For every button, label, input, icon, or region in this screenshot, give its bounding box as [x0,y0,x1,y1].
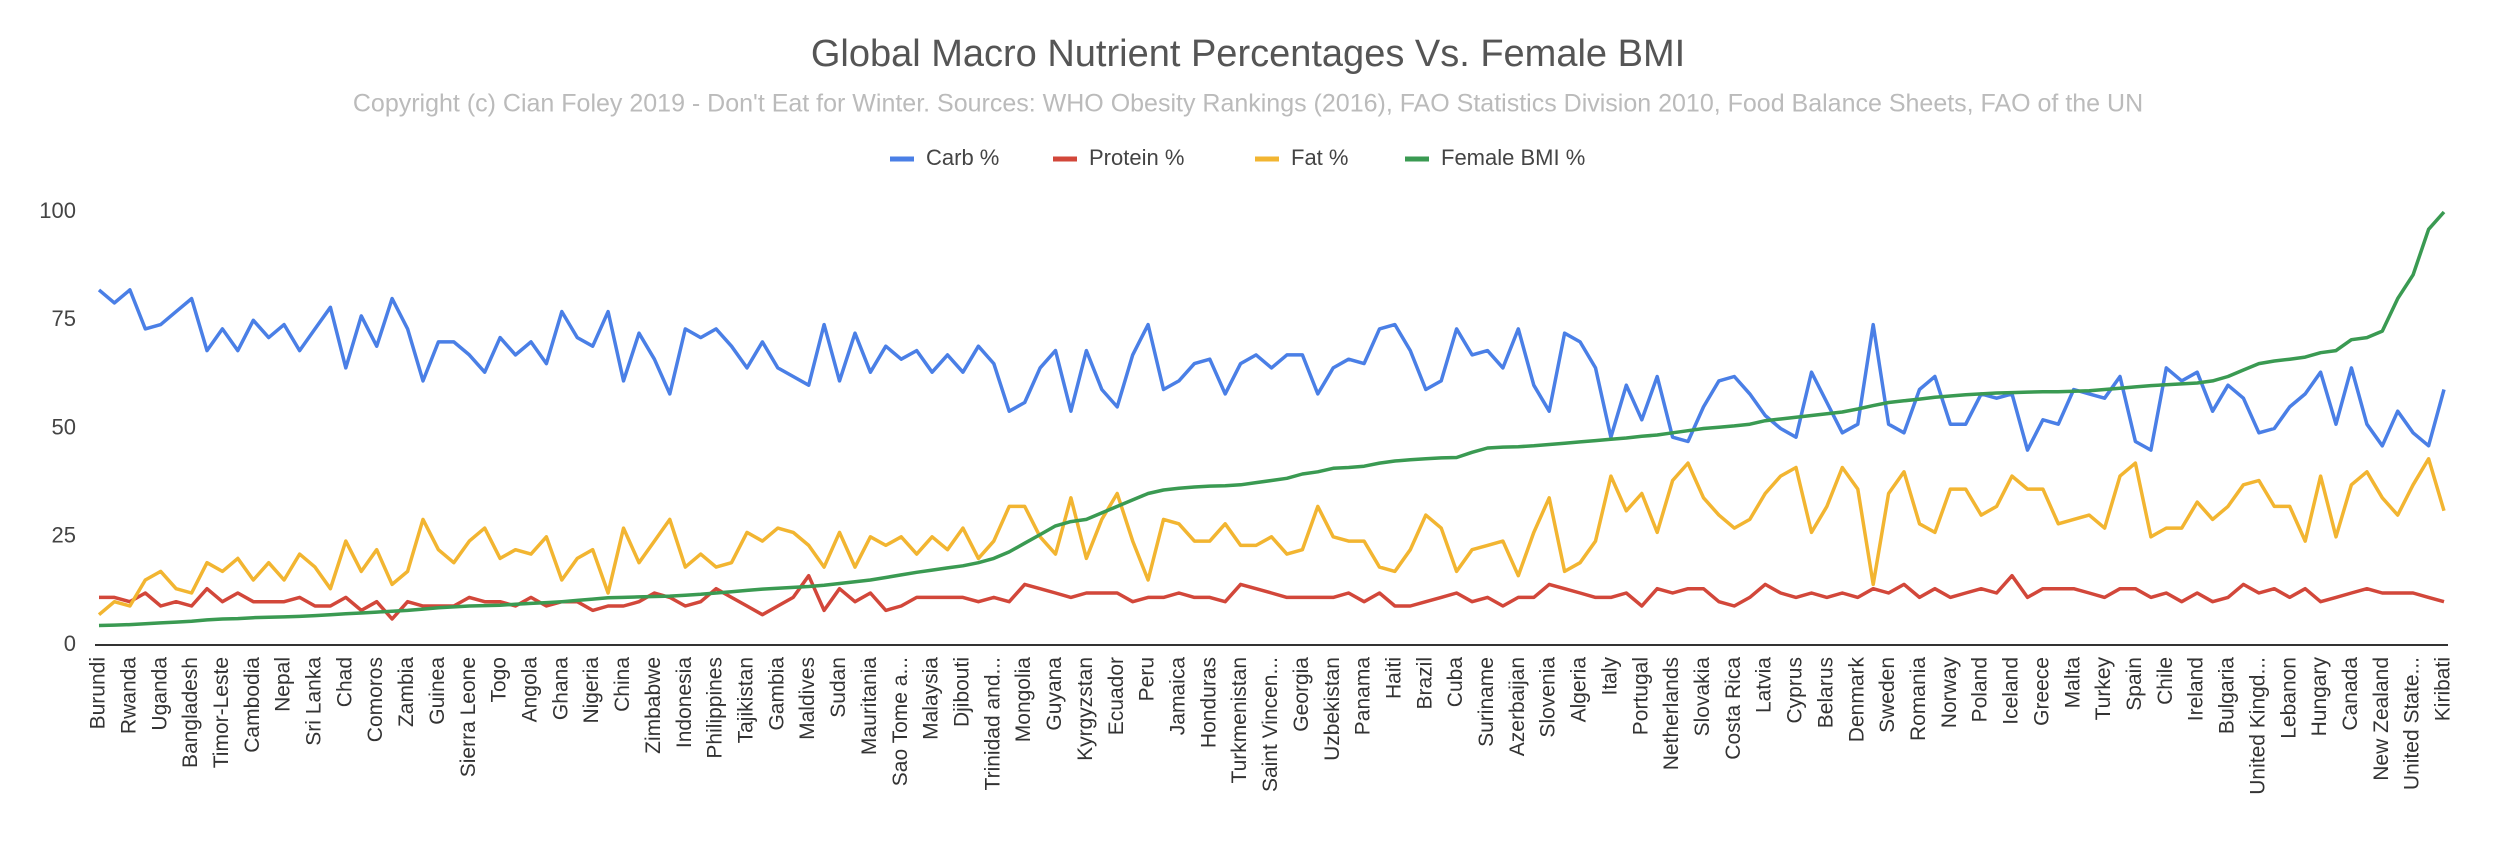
x-tick-label: Rwanda [117,657,140,734]
x-tick-label: China [611,657,634,712]
x-tick-label: Slovakia [1691,657,1714,737]
x-tick-label: Hungary [2308,657,2331,737]
x-tick-label: Chile [2154,657,2177,705]
x-tick-label: Mongolia [1012,657,1035,743]
x-tick-label: Romania [1907,657,1930,741]
x-tick-label: Turkey [2092,657,2115,721]
x-tick-label: Ghana [549,657,572,720]
x-tick-label: Cuba [1444,657,1467,708]
y-tick-label: 0 [64,631,76,656]
x-tick-label: Sudan [827,657,850,718]
x-tick-label: Nigeria [580,657,603,724]
x-tick-label: Philippines [704,657,727,759]
x-tick-label: Portugal [1629,657,1652,735]
x-tick-label: Algeria [1568,657,1591,723]
x-tick-label: Trinidad and... [981,657,1004,790]
legend-label: Female BMI % [1441,145,1585,170]
x-tick-label: Mauritania [858,657,881,755]
x-tick-label: Turkmenistan [1228,657,1251,783]
chart-subtitle: Copyright (c) Cian Foley 2019 - Don't Ea… [353,90,2143,118]
x-tick-label: Guyana [1043,657,1066,731]
x-tick-label: Panama [1352,657,1375,736]
x-tick-label: Ecuador [1105,657,1128,735]
x-tick-label: Burundi [87,657,110,729]
x-tick-label: Chad [333,657,356,707]
x-tick-label: Belarus [1814,657,1837,728]
x-tick-label: Kiribati [2432,657,2455,721]
x-tick-label: Sierra Leone [457,657,480,777]
x-tick-label: Malaysia [920,657,943,740]
x-tick-label: Uganda [148,657,171,731]
x-tick-label: Georgia [1290,657,1313,732]
x-tick-label: Djibouti [950,657,973,727]
x-tick-label: Spain [2123,657,2146,711]
data-line [98,210,2446,628]
x-tick-label: Canada [2339,657,2362,731]
y-tick-label: 50 [52,414,76,439]
data-line [97,288,2446,452]
x-tick-label: Angola [519,657,542,723]
x-tick-label: Tajikistan [735,657,758,743]
x-tick-label: Zambia [395,657,418,727]
legend-label: Fat % [1291,145,1348,170]
x-tick-label: Nepal [272,657,295,712]
data-line [99,573,2445,621]
x-tick-label: Brazil [1413,657,1436,710]
x-tick-label: Haiti [1382,657,1405,699]
x-tick-label: Malta [2061,657,2084,709]
x-tick-label: Timor-Leste [210,657,233,768]
x-tick-label: Maldives [796,657,819,740]
y-tick-label: 100 [39,198,76,223]
y-tick-label: 75 [52,306,76,331]
x-tick-label: United State... [2401,657,2424,790]
x-tick-label: Uzbekistan [1321,657,1344,761]
x-tick-label: Kyrgyzstan [1074,657,1097,761]
x-tick-label: Ireland [2185,657,2208,721]
x-tick-label: Greece [2030,657,2053,726]
x-tick-label: Saint Vincen... [1259,657,1282,792]
x-tick-label: Suriname [1475,657,1498,747]
x-tick-label: Bangladesh [179,657,202,768]
x-tick-label: Netherlands [1660,657,1683,770]
x-tick-label: Sweden [1876,657,1899,733]
x-tick-label: Indonesia [673,657,696,748]
x-tick-label: Lebanon [2277,657,2300,739]
x-tick-label: Sri Lanka [303,657,326,746]
x-tick-label: Azerbaijan [1506,657,1529,756]
legend-label: Protein % [1089,145,1184,170]
x-tick-label: Latvia [1753,657,1776,713]
legend-label: Carb % [926,145,999,170]
x-tick-label: Gambia [765,657,788,731]
x-tick-label: Norway [1938,657,1961,729]
x-tick-label: Slovenia [1537,657,1560,738]
legend: Carb % Protein % Fat % Female BMI % [890,145,1585,170]
x-tick-label: Cambodia [241,657,264,753]
data-line [97,457,2446,617]
x-tick-label: Peru [1136,657,1159,701]
x-tick-label: New Zealand [2370,657,2393,781]
x-tick-label: Honduras [1197,657,1220,748]
x-tick-label: United Kingd... [2246,657,2269,795]
x-tick-label: Jamaica [1166,657,1189,736]
x-tick-label: Iceland [2000,657,2023,725]
x-tick-label: Zimbabwe [642,657,665,754]
chart-title: Global Macro Nutrient Percentages Vs. Fe… [811,33,1685,75]
x-tick-label: Comoros [364,657,387,742]
x-tick-label: Denmark [1845,657,1868,743]
x-tick-label: Cyprus [1784,657,1807,724]
y-tick-label: 25 [52,523,76,548]
x-tick-label: Italy [1598,657,1621,696]
x-tick-label: Guinea [426,657,449,725]
x-tick-label: Poland [1969,657,1992,722]
x-tick-label: Sao Tome a... [889,657,912,786]
x-tick-label: Costa Rica [1722,657,1745,760]
x-tick-label: Togo [488,657,511,703]
x-tick-label: Bulgaria [2216,657,2239,734]
